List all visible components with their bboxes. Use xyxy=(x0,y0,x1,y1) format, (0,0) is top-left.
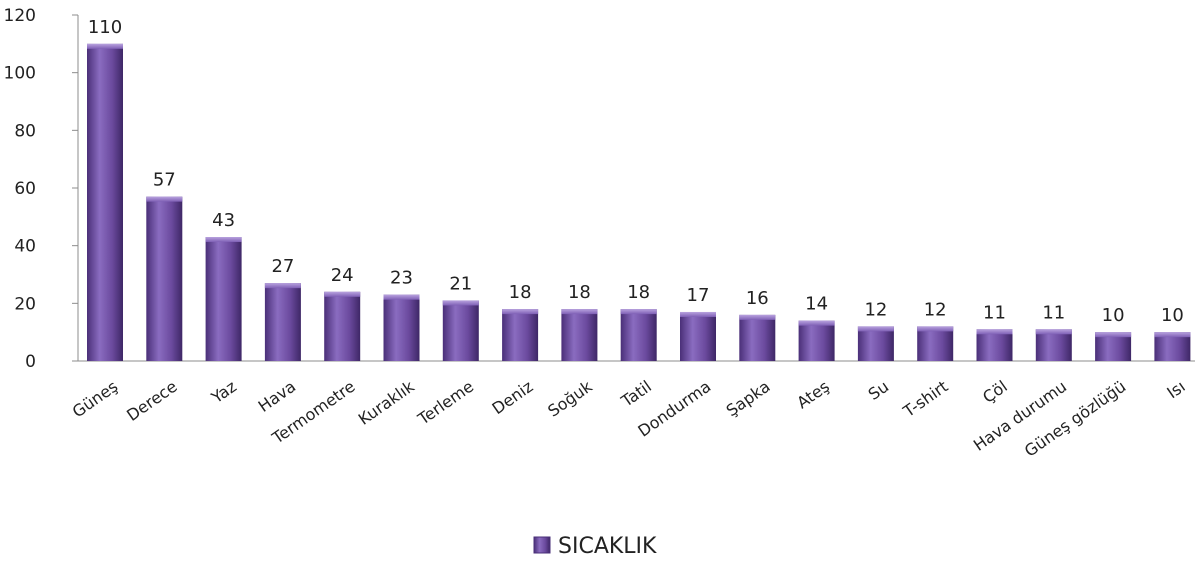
category-label: Isı xyxy=(1163,377,1188,403)
y-tick-label: 0 xyxy=(25,352,36,372)
bar-cap xyxy=(442,300,479,306)
bar xyxy=(680,311,716,361)
bar xyxy=(1035,329,1072,361)
bar-cap xyxy=(1095,332,1132,338)
legend-label: SICAKLIK xyxy=(558,534,657,559)
bar-cap xyxy=(205,237,242,243)
category-label: Su xyxy=(865,377,893,404)
category-label: Çöl xyxy=(979,377,1011,407)
y-tick-label: 20 xyxy=(14,294,36,314)
data-label: 21 xyxy=(449,273,472,294)
bar-cap xyxy=(620,309,657,315)
bar-cap xyxy=(324,291,361,297)
category-label: Yaz xyxy=(207,377,240,408)
category-label: Soğuk xyxy=(544,376,596,420)
category-label: Terleme xyxy=(414,377,477,429)
category-label: Şapka xyxy=(723,377,774,421)
bars-group xyxy=(87,43,1191,361)
bar xyxy=(205,237,242,361)
bar-cap xyxy=(798,320,835,326)
data-label: 57 xyxy=(153,170,176,191)
bar-cap xyxy=(1154,332,1191,338)
data-label: 16 xyxy=(746,288,769,309)
data-label: 14 xyxy=(805,294,828,315)
category-label: Ateş xyxy=(793,377,833,413)
data-label: 43 xyxy=(212,210,235,231)
bar xyxy=(917,326,954,361)
y-tick-label: 40 xyxy=(14,237,36,257)
category-label: Deniz xyxy=(489,377,537,418)
legend-swatch xyxy=(533,536,551,554)
bar xyxy=(857,326,894,361)
bar-cap xyxy=(976,329,1013,335)
bar xyxy=(324,291,361,361)
category-label: Hava xyxy=(255,377,300,416)
data-label: 12 xyxy=(864,299,887,320)
bar xyxy=(442,300,479,361)
bar xyxy=(264,283,301,361)
bar xyxy=(561,309,598,361)
bar-cap xyxy=(264,283,301,289)
bar-cap xyxy=(857,326,894,332)
data-label: 110 xyxy=(88,17,122,38)
bar-cap xyxy=(383,294,420,300)
category-label: T-shirt xyxy=(899,377,952,422)
category-label: Güneş gözlüğü xyxy=(1021,377,1130,461)
data-label: 18 xyxy=(568,282,591,303)
data-label: 24 xyxy=(331,265,354,286)
data-label: 18 xyxy=(627,282,650,303)
bar-cap xyxy=(502,309,539,315)
category-label: Güneş xyxy=(69,377,122,422)
y-tick-label: 120 xyxy=(4,6,36,26)
bar xyxy=(620,309,657,361)
data-label: 17 xyxy=(687,285,710,306)
bar-cap xyxy=(680,311,716,317)
bar xyxy=(383,294,420,361)
category-label: Tatil xyxy=(617,377,655,412)
bar xyxy=(798,320,835,361)
y-tick-label: 100 xyxy=(4,64,36,84)
data-label: 23 xyxy=(390,268,413,289)
data-label: 10 xyxy=(1161,305,1184,326)
bar xyxy=(502,309,539,361)
bar xyxy=(739,314,776,361)
data-label: 10 xyxy=(1102,305,1125,326)
data-label: 11 xyxy=(1042,302,1065,323)
data-label: 18 xyxy=(509,282,532,303)
data-label: 12 xyxy=(924,299,947,320)
data-label: 27 xyxy=(271,256,294,277)
legend: SICAKLIK xyxy=(533,534,657,559)
bar xyxy=(976,329,1013,361)
bar-cap xyxy=(87,43,123,49)
axes: 0 20 40 60 80 100 120 xyxy=(4,6,1195,372)
category-label: Kuraklık xyxy=(355,376,419,428)
y-tick-label: 60 xyxy=(14,179,36,199)
bar-cap xyxy=(1035,329,1072,335)
category-label: Derece xyxy=(123,377,180,425)
data-label: 11 xyxy=(983,302,1006,323)
bar-cap xyxy=(739,314,776,320)
bar xyxy=(87,43,123,361)
y-tick-label: 80 xyxy=(14,121,36,141)
bar xyxy=(146,196,183,361)
bar-cap xyxy=(561,309,598,315)
bar-cap xyxy=(917,326,954,332)
bar-cap xyxy=(146,196,183,202)
